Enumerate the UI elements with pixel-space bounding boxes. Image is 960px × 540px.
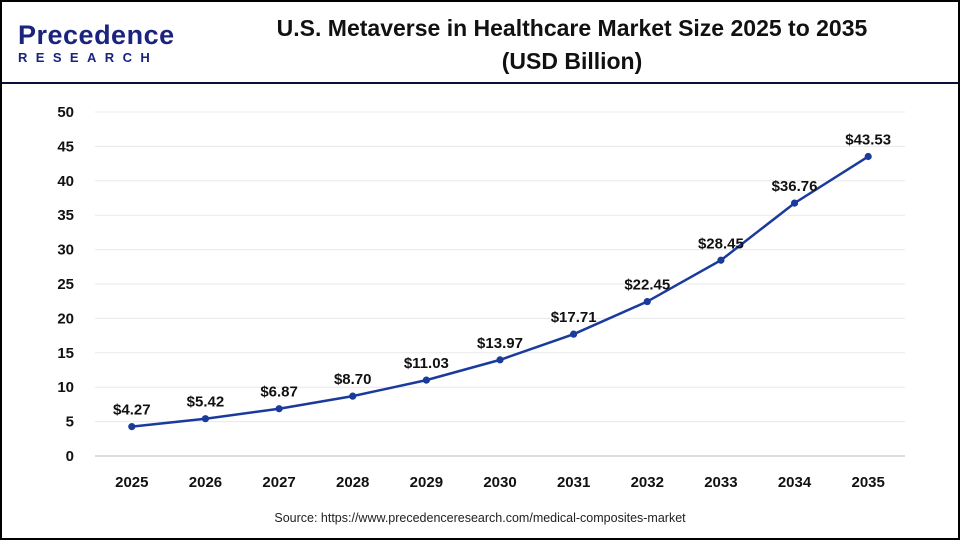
- logo: Precedence RESEARCH: [18, 20, 175, 66]
- x-tick-label: 2028: [336, 474, 369, 491]
- data-point: [422, 376, 430, 384]
- y-tick-label: 35: [57, 207, 74, 224]
- data-point: [496, 356, 504, 364]
- y-tick-label: 0: [66, 448, 74, 465]
- y-tick-label: 45: [57, 138, 74, 155]
- data-label: $8.70: [334, 371, 372, 388]
- data-label: $4.27: [113, 402, 151, 419]
- y-tick-label: 5: [66, 414, 74, 431]
- data-label: $11.03: [404, 355, 449, 372]
- x-tick-label: 2030: [483, 474, 516, 491]
- data-point: [643, 297, 651, 306]
- chart-title-line-1: U.S. Metaverse in Healthcare Market Size…: [276, 15, 868, 41]
- chart-title: U.S. Metaverse in Healthcare Market Size…: [192, 12, 952, 78]
- logo-sub: RESEARCH: [18, 50, 159, 65]
- data-point: [201, 415, 210, 423]
- data-label: $6.87: [260, 384, 298, 401]
- y-tick-label: 25: [57, 276, 74, 293]
- data-point: [349, 392, 357, 400]
- series-line: [131, 155, 869, 428]
- source-note: Source: https://www.precedenceresearch.c…: [274, 511, 686, 525]
- data-label: $17.71: [551, 309, 597, 326]
- y-tick-label: 10: [57, 379, 74, 396]
- data-label: $22.45: [624, 277, 670, 294]
- data-point: [128, 423, 136, 431]
- x-tick-label: 2035: [851, 474, 884, 491]
- y-tick-label: 40: [57, 173, 74, 190]
- x-tick-label: 2029: [410, 474, 443, 491]
- x-tick-label: 2027: [262, 474, 295, 491]
- y-tick-label: 15: [57, 345, 74, 362]
- data-label: $43.53: [845, 132, 891, 149]
- data-point: [864, 152, 872, 161]
- x-tick-label: 2031: [557, 474, 590, 491]
- x-tick-label: 2026: [189, 474, 222, 491]
- x-tick-label: 2033: [704, 474, 737, 491]
- data-label: $36.76: [772, 178, 818, 195]
- y-tick-label: 20: [57, 310, 74, 327]
- x-tick-label: 2034: [778, 474, 812, 491]
- logo-word: Precedence: [18, 20, 175, 50]
- chart-title-line-2: (USD Billion): [501, 48, 643, 74]
- data-label: $5.42: [187, 394, 225, 411]
- y-tick-label: 30: [57, 242, 74, 259]
- data-point: [717, 256, 725, 264]
- data-point: [570, 330, 578, 338]
- data-point: [790, 199, 799, 207]
- y-tick-label: 50: [57, 104, 74, 121]
- data-point: [275, 405, 283, 413]
- data-label: $13.97: [477, 335, 523, 352]
- x-tick-label: 2025: [115, 474, 148, 491]
- x-tick-label: 2032: [631, 474, 664, 491]
- data-label: $28.45: [698, 235, 744, 252]
- header-divider: [2, 82, 958, 84]
